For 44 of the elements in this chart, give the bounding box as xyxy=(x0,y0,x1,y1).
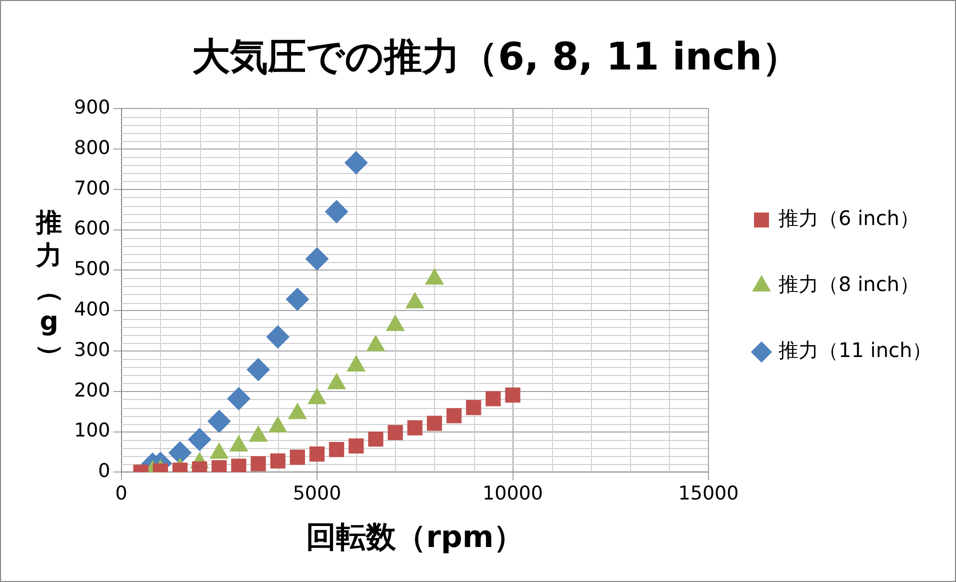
chart-title: 大気圧での推力（6, 8, 11 inch） xyxy=(192,34,800,79)
point xyxy=(309,446,325,462)
point xyxy=(486,391,501,406)
x-tick-label: 0 xyxy=(115,482,128,505)
y-tick-label: 800 xyxy=(74,136,110,159)
x-tick-label: 5000 xyxy=(292,482,342,505)
legend-label: 推力（11 inch） xyxy=(778,338,932,362)
point xyxy=(368,432,384,447)
y-tick-label: 300 xyxy=(74,338,110,361)
x-tick-label: 15000 xyxy=(678,482,739,505)
point xyxy=(466,400,482,416)
point xyxy=(306,247,329,270)
point xyxy=(505,387,520,403)
point xyxy=(325,200,348,224)
point xyxy=(344,151,368,174)
point xyxy=(446,408,462,424)
y-tick-label: 900 xyxy=(74,96,110,119)
y-tick-label: 200 xyxy=(74,379,110,402)
point xyxy=(348,438,364,454)
x-axis-title: 回転数（rpm） xyxy=(306,520,524,555)
point xyxy=(426,416,442,431)
legend-label: 推力（8 inch） xyxy=(778,272,920,296)
point xyxy=(329,442,344,458)
point xyxy=(286,288,309,311)
y-axis-title: 推力（g） xyxy=(35,208,66,370)
point xyxy=(290,450,306,465)
y-tick-label: 400 xyxy=(74,298,110,321)
point xyxy=(188,428,212,451)
y-tick-label: 100 xyxy=(74,420,110,442)
y-tick-label: 700 xyxy=(74,177,110,200)
point xyxy=(208,410,231,433)
point xyxy=(407,420,422,436)
y-tick-label: 0 xyxy=(98,460,110,482)
y-tick-label: 600 xyxy=(74,218,110,240)
point xyxy=(266,325,290,348)
point xyxy=(388,425,403,440)
y-tick-label: 500 xyxy=(74,258,110,280)
x-tick-label: 10000 xyxy=(482,482,543,505)
point xyxy=(250,456,266,472)
point xyxy=(227,387,250,410)
point xyxy=(270,453,286,468)
point xyxy=(231,458,246,472)
point xyxy=(246,358,270,382)
legend-label: 推力（6 inch） xyxy=(778,206,920,230)
